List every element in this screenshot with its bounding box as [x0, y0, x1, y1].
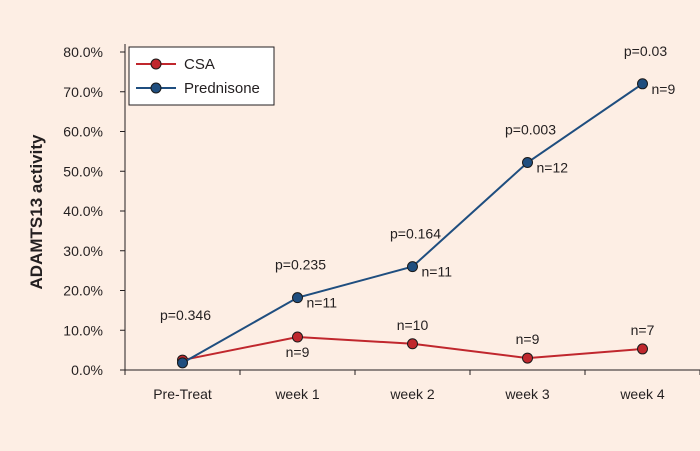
- data-point: [292, 292, 303, 304]
- data-point: [177, 357, 188, 369]
- y-axis-ticks: 0.0% 10.0% 20.0% 30.0% 40.0% 50.0% 60.0% 70.0% 8…: [63, 44, 125, 378]
- y-tick-label: 0.0%: [71, 362, 103, 378]
- legend-label: Prednisone: [184, 80, 260, 97]
- legend-label: CSA: [184, 56, 215, 73]
- legend-box: [128, 46, 275, 106]
- y-tick-label: 30.0%: [63, 243, 103, 259]
- y-tick-label: 80.0%: [63, 44, 103, 60]
- x-tick-label: week 1: [274, 386, 320, 402]
- data-point: [522, 352, 533, 364]
- legend: CSA Prednisone: [128, 46, 275, 106]
- n-label-prednisone: n=11: [307, 295, 338, 311]
- n-label-csa: n=10: [397, 317, 429, 333]
- series-lines: [177, 78, 648, 369]
- p-value-label: p=0.164: [390, 226, 441, 242]
- y-tick-label: 70.0%: [63, 84, 103, 100]
- n-label-prednisone: n=9: [652, 81, 676, 97]
- p-value-label: p=0.03: [624, 43, 667, 59]
- legend-marker: [150, 58, 162, 70]
- y-tick-label: 20.0%: [63, 283, 103, 299]
- n-label-csa: n=7: [631, 322, 655, 338]
- n-label-prednisone: n=11: [422, 264, 453, 280]
- y-tick-label: 60.0%: [63, 124, 103, 140]
- data-point: [637, 78, 648, 90]
- annotations: p=0.346 p=0.235 p=0.164 p=0.003 p=0.03 n=11 n=…: [160, 43, 675, 360]
- data-point: [407, 338, 418, 350]
- y-tick-label: 50.0%: [63, 163, 103, 179]
- y-tick-label: 10.0%: [63, 322, 103, 338]
- n-label-csa: n=9: [286, 344, 310, 360]
- y-axis-title: ADAMTS13 activity: [27, 134, 46, 289]
- legend-marker: [150, 82, 162, 94]
- data-point: [637, 343, 648, 355]
- x-tick-label: week 2: [389, 386, 435, 402]
- p-value-label: p=0.346: [160, 307, 211, 323]
- x-tick-label: week 4: [619, 386, 665, 402]
- x-tick-label: week 3: [504, 386, 550, 402]
- data-point: [292, 331, 303, 343]
- x-axis-labels: Pre-Treat week 1 week 2 week 3 week 4: [124, 370, 700, 402]
- data-point: [522, 157, 533, 169]
- n-label-prednisone: n=12: [537, 160, 569, 176]
- n-label-csa: n=9: [516, 331, 540, 347]
- data-point: [407, 261, 418, 273]
- y-tick-label: 40.0%: [63, 203, 103, 219]
- p-value-label: p=0.003: [505, 122, 556, 138]
- x-tick-label: Pre-Treat: [153, 386, 212, 402]
- p-value-label: p=0.235: [275, 257, 326, 273]
